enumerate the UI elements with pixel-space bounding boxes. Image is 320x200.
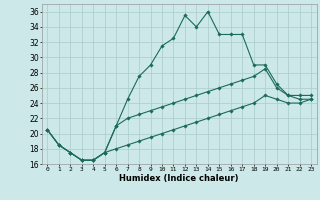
X-axis label: Humidex (Indice chaleur): Humidex (Indice chaleur) [119,174,239,183]
